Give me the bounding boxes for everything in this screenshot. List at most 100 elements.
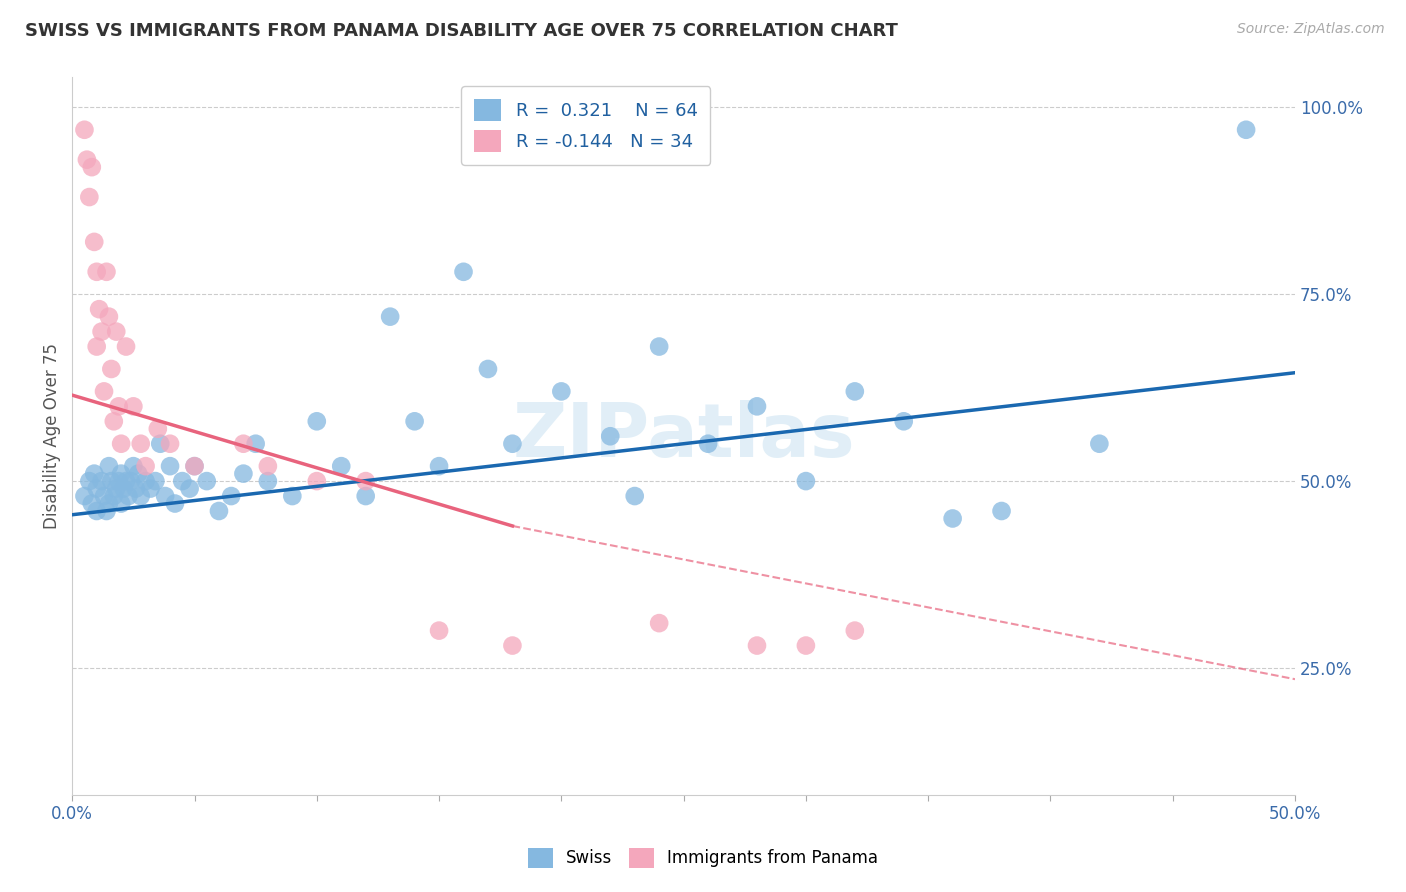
- Point: [550, 384, 572, 399]
- Point: [697, 436, 720, 450]
- Point: [501, 639, 523, 653]
- Point: [129, 436, 152, 450]
- Point: [648, 616, 671, 631]
- Text: SWISS VS IMMIGRANTS FROM PANAMA DISABILITY AGE OVER 75 CORRELATION CHART: SWISS VS IMMIGRANTS FROM PANAMA DISABILI…: [25, 22, 898, 40]
- Point: [893, 414, 915, 428]
- Point: [153, 489, 176, 503]
- Point: [105, 325, 128, 339]
- Point: [97, 459, 120, 474]
- Point: [73, 122, 96, 136]
- Point: [159, 459, 181, 474]
- Point: [110, 467, 132, 481]
- Point: [80, 160, 103, 174]
- Point: [127, 467, 149, 481]
- Point: [110, 496, 132, 510]
- Point: [453, 265, 475, 279]
- Point: [427, 624, 450, 638]
- Point: [1088, 436, 1111, 450]
- Point: [139, 482, 162, 496]
- Point: [86, 482, 108, 496]
- Point: [330, 459, 353, 474]
- Y-axis label: Disability Age Over 75: Disability Age Over 75: [44, 343, 60, 529]
- Point: [117, 489, 139, 503]
- Point: [86, 504, 108, 518]
- Point: [232, 436, 254, 450]
- Point: [146, 422, 169, 436]
- Point: [354, 474, 377, 488]
- Point: [90, 474, 112, 488]
- Point: [107, 400, 129, 414]
- Point: [89, 302, 111, 317]
- Point: [257, 474, 280, 488]
- Point: [115, 474, 138, 488]
- Point: [149, 436, 172, 450]
- Point: [135, 459, 157, 474]
- Point: [120, 474, 142, 488]
- Point: [183, 459, 205, 474]
- Point: [105, 482, 128, 496]
- Point: [745, 400, 768, 414]
- Point: [427, 459, 450, 474]
- Point: [648, 340, 671, 354]
- Point: [122, 459, 145, 474]
- Point: [208, 504, 231, 518]
- Point: [96, 504, 118, 518]
- Point: [86, 265, 108, 279]
- Text: ZIPatlas: ZIPatlas: [512, 400, 855, 473]
- Point: [96, 265, 118, 279]
- Point: [97, 496, 120, 510]
- Point: [103, 414, 125, 428]
- Point: [122, 400, 145, 414]
- Point: [942, 511, 965, 525]
- Point: [100, 474, 122, 488]
- Point: [163, 496, 186, 510]
- Point: [305, 414, 328, 428]
- Point: [183, 459, 205, 474]
- Point: [501, 436, 523, 450]
- Point: [305, 474, 328, 488]
- Point: [83, 235, 105, 249]
- Point: [90, 325, 112, 339]
- Point: [623, 489, 645, 503]
- Point: [86, 340, 108, 354]
- Point: [477, 362, 499, 376]
- Point: [281, 489, 304, 503]
- Point: [794, 639, 817, 653]
- Point: [245, 436, 267, 450]
- Point: [354, 489, 377, 503]
- Point: [1234, 122, 1257, 136]
- Point: [844, 624, 866, 638]
- Point: [79, 474, 101, 488]
- Point: [159, 436, 181, 450]
- Point: [112, 482, 135, 496]
- Point: [100, 362, 122, 376]
- Point: [79, 190, 101, 204]
- Point: [135, 474, 157, 488]
- Point: [219, 489, 242, 503]
- Point: [172, 474, 194, 488]
- Legend: Swiss, Immigrants from Panama: Swiss, Immigrants from Panama: [522, 841, 884, 875]
- Point: [115, 340, 138, 354]
- Point: [107, 474, 129, 488]
- Point: [125, 482, 148, 496]
- Point: [97, 310, 120, 324]
- Point: [93, 489, 115, 503]
- Point: [83, 467, 105, 481]
- Point: [404, 414, 426, 428]
- Legend: R =  0.321    N = 64, R = -0.144   N = 34: R = 0.321 N = 64, R = -0.144 N = 34: [461, 87, 710, 165]
- Point: [257, 459, 280, 474]
- Point: [179, 482, 201, 496]
- Point: [129, 489, 152, 503]
- Point: [80, 496, 103, 510]
- Point: [378, 310, 401, 324]
- Point: [599, 429, 621, 443]
- Point: [844, 384, 866, 399]
- Point: [232, 467, 254, 481]
- Point: [76, 153, 98, 167]
- Point: [110, 436, 132, 450]
- Point: [745, 639, 768, 653]
- Point: [145, 474, 167, 488]
- Point: [103, 489, 125, 503]
- Text: Source: ZipAtlas.com: Source: ZipAtlas.com: [1237, 22, 1385, 37]
- Point: [195, 474, 218, 488]
